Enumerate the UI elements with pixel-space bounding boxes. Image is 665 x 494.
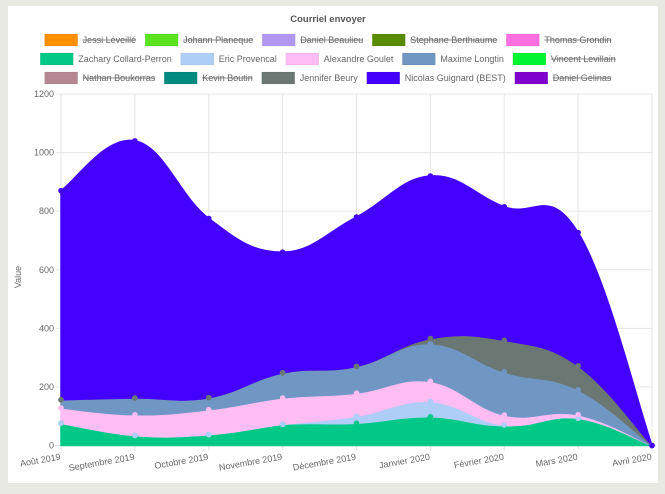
legend-swatch xyxy=(39,52,74,66)
point-nicolas-guignard-best[interactable] xyxy=(649,442,655,449)
y-axis-label: Value xyxy=(13,266,23,288)
legend-label: Zachary Collard-Perron xyxy=(78,54,172,64)
legend-swatch xyxy=(402,52,436,66)
x-tick-label: Août 2019 xyxy=(19,452,61,469)
y-axis: 0 200 400 600 800 1000 1200 xyxy=(34,89,54,451)
point-jennifer-beury[interactable] xyxy=(427,335,434,342)
legend-item-jennifer-beury[interactable]: Jennifer Beury xyxy=(261,71,359,85)
point-alexandre-goulet[interactable] xyxy=(501,412,508,418)
y-tick-label: 200 xyxy=(39,382,54,392)
legend-item-daniel-gelinas[interactable]: Daniel Gelinas xyxy=(514,71,612,85)
legend-swatch xyxy=(44,33,78,47)
point-nicolas-guignard-best[interactable] xyxy=(353,214,360,220)
legend-item-nicolas-guignard-best[interactable]: Nicolas Guignard (BEST) xyxy=(366,71,506,85)
legend-swatch xyxy=(144,33,179,47)
point-nicolas-guignard-best[interactable] xyxy=(501,203,508,210)
x-tick-label: Février 2020 xyxy=(453,452,505,471)
x-axis: Août 2019 Septembre 2019 Octobre 2019 Novem… xyxy=(19,452,652,473)
legend-label: Maxime Longtin xyxy=(440,54,504,64)
point-alexandre-goulet[interactable] xyxy=(58,405,64,411)
point-alexandre-goulet[interactable] xyxy=(205,406,212,413)
stacked-area-chart: Courriel envoyer Jessi Léveillé Johann Pl… xyxy=(13,14,655,473)
point-jennifer-beury[interactable] xyxy=(353,363,360,370)
point-nicolas-guignard-best[interactable] xyxy=(132,138,138,144)
point-zachary-collard-perron[interactable] xyxy=(427,413,434,420)
legend-item-kevin-boutin[interactable]: Kevin Boutin xyxy=(163,71,253,85)
legend-swatch xyxy=(261,71,295,85)
legend-item-zachary-collard-perron[interactable]: Zachary Collard-Perron xyxy=(39,52,172,66)
point-eric-provencal[interactable] xyxy=(58,420,64,427)
legend-item-jessi-leveille[interactable]: Jessi Léveillé xyxy=(44,33,137,47)
legend-item-stephane-berthiaume[interactable]: Stephane Berthiaume xyxy=(372,33,497,47)
legend-item-nathan-boukorras[interactable]: Nathan Boukorras xyxy=(44,71,156,85)
point-alexandre-goulet[interactable] xyxy=(132,411,138,418)
point-alexandre-goulet[interactable] xyxy=(427,378,434,385)
point-eric-provencal[interactable] xyxy=(501,422,508,428)
legend-item-daniel-beaulieu[interactable]: Daniel Beaulieu xyxy=(261,33,363,47)
point-jennifer-beury[interactable] xyxy=(132,395,138,401)
x-tick-label: Mars 2020 xyxy=(535,452,579,469)
legend-swatch xyxy=(506,33,540,47)
point-maxime-longtin[interactable] xyxy=(575,387,581,393)
x-tick-label: Avril 2020 xyxy=(611,452,652,469)
point-jennifer-beury[interactable] xyxy=(205,394,212,401)
point-alexandre-goulet[interactable] xyxy=(575,411,581,418)
point-alexandre-goulet[interactable] xyxy=(353,390,360,396)
x-tick-label: Octobre 2019 xyxy=(154,452,209,471)
y-tick-label: 400 xyxy=(39,323,54,333)
legend-item-eric-provencal[interactable]: Eric Provencal xyxy=(180,52,277,66)
data-points xyxy=(58,138,655,449)
legend-item-vincent-levillain[interactable]: Vincent Levillain xyxy=(512,52,616,66)
point-eric-provencal[interactable] xyxy=(353,413,360,420)
legend-label: Eric Provencal xyxy=(219,54,277,64)
x-tick-label: Septembre 2019 xyxy=(68,452,135,473)
point-jennifer-beury[interactable] xyxy=(58,397,64,403)
point-eric-provencal[interactable] xyxy=(132,432,138,439)
x-tick-label: Décembre 2019 xyxy=(292,452,357,473)
legend-swatch xyxy=(514,71,549,85)
y-tick-label: 600 xyxy=(39,265,54,275)
point-maxime-longtin[interactable] xyxy=(427,340,434,347)
legend-swatch xyxy=(366,71,401,85)
legend-swatch xyxy=(163,71,198,85)
point-zachary-collard-perron[interactable] xyxy=(353,420,360,427)
x-tick-label: Janvier 2020 xyxy=(378,452,431,471)
y-tick-label: 800 xyxy=(39,206,54,216)
point-alexandre-goulet[interactable] xyxy=(279,395,286,401)
legend-item-johann-planeque[interactable]: Johann Planeque xyxy=(144,33,253,47)
legend-swatch xyxy=(512,52,547,66)
legend-swatch xyxy=(180,52,215,66)
point-eric-provencal[interactable] xyxy=(279,421,286,428)
legend-swatch xyxy=(285,52,320,66)
legend-item-thomas-grondin[interactable]: Thomas Grondin xyxy=(506,33,611,47)
legend-item-alexandre-goulet[interactable]: Alexandre Goulet xyxy=(285,52,394,66)
legend-swatch xyxy=(44,71,78,85)
point-eric-provencal[interactable] xyxy=(427,398,434,405)
point-jennifer-beury[interactable] xyxy=(575,363,581,369)
legend-label: Nicolas Guignard (BEST) xyxy=(405,73,506,83)
point-jennifer-beury[interactable] xyxy=(501,337,508,344)
point-nicolas-guignard-best[interactable] xyxy=(279,249,286,255)
point-maxime-longtin[interactable] xyxy=(501,369,508,375)
y-tick-label: 0 xyxy=(49,441,54,451)
legend-label: Alexandre Goulet xyxy=(324,54,394,64)
y-tick-label: 1000 xyxy=(34,148,54,158)
legend: Jessi Léveillé Johann Planeque Daniel Beau… xyxy=(39,33,616,85)
legend-swatch xyxy=(261,33,296,47)
y-tick-label: 1200 xyxy=(34,89,54,99)
legend-item-maxime-longtin[interactable]: Maxime Longtin xyxy=(402,52,504,66)
chart-title: Courriel envoyer xyxy=(290,14,366,25)
point-nicolas-guignard-best[interactable] xyxy=(58,187,64,194)
legend-label: Jennifer Beury xyxy=(300,73,359,83)
point-jennifer-beury[interactable] xyxy=(279,370,286,376)
x-tick-label: Novembre 2019 xyxy=(218,452,283,473)
point-eric-provencal[interactable] xyxy=(205,431,212,438)
chart-card: Courriel envoyer Jessi Léveillé Johann Pl… xyxy=(8,6,658,483)
legend-swatch xyxy=(372,33,406,47)
point-nicolas-guignard-best[interactable] xyxy=(427,173,434,179)
point-nicolas-guignard-best[interactable] xyxy=(575,229,581,236)
point-nicolas-guignard-best[interactable] xyxy=(205,215,212,222)
